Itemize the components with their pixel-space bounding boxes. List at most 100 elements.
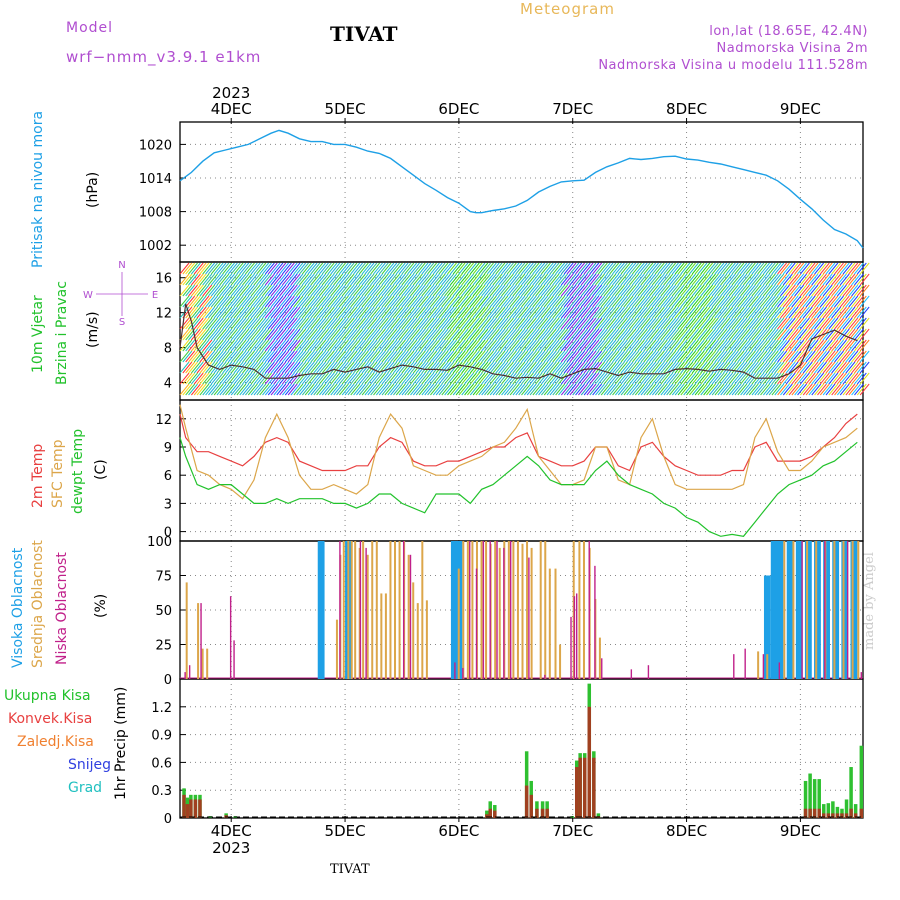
wind-barb	[754, 361, 765, 374]
wind-barb	[634, 361, 645, 374]
wind-barb	[188, 361, 198, 374]
wind-barb	[205, 306, 215, 319]
wind-barb	[666, 273, 677, 286]
wind-barb	[430, 273, 440, 286]
low-cloud-bar	[594, 565, 596, 679]
wind-barb	[273, 328, 284, 341]
wind-barb	[629, 383, 640, 396]
wind-barb	[199, 306, 210, 319]
wind-barb	[851, 328, 862, 341]
wind-barb	[620, 317, 631, 330]
wind-barb	[338, 339, 349, 352]
wind-barb	[467, 306, 477, 319]
wind-barb	[782, 328, 793, 341]
wind-barb	[205, 339, 215, 352]
wind-barb	[489, 284, 500, 297]
wind-barb	[689, 383, 699, 396]
wind-barb	[270, 361, 281, 374]
wind-barb	[760, 284, 770, 297]
wind-barb	[575, 306, 585, 319]
wind-barb	[199, 262, 210, 275]
wind-barb	[617, 361, 628, 374]
wind-barb	[498, 306, 509, 319]
wind-barb	[728, 339, 739, 352]
wind-barb	[558, 339, 568, 352]
wind-barb	[196, 350, 207, 363]
wind-barb	[600, 372, 611, 385]
wind-barb	[714, 350, 725, 363]
precip-total-bar	[524, 751, 529, 818]
wind-barb	[600, 284, 611, 297]
wind-barb	[512, 284, 523, 297]
wind-barb	[822, 383, 833, 396]
wind-barb	[447, 306, 457, 319]
wind-barb	[558, 295, 568, 308]
wind-barb	[398, 262, 409, 275]
wind-barb	[802, 317, 813, 330]
wind-barb	[432, 328, 443, 341]
wind-barb	[859, 339, 870, 352]
wind-barb	[282, 306, 292, 319]
wind-barb	[481, 339, 492, 352]
wind-barb	[828, 361, 839, 374]
wind-barb	[586, 350, 597, 363]
wind-barb	[398, 372, 409, 385]
wind-barb	[555, 339, 566, 352]
wind-barb	[731, 372, 742, 385]
wind-barb	[509, 328, 520, 341]
wind-barb	[723, 306, 733, 319]
wind-barb	[538, 284, 548, 297]
wind-barb	[603, 383, 614, 396]
wind-barb	[230, 372, 241, 385]
wind-barb	[421, 273, 432, 286]
wind-barb	[583, 262, 594, 275]
precip-convective-bar	[485, 814, 489, 818]
wind-barb	[526, 361, 537, 374]
wind-barb	[634, 383, 645, 396]
wind-barb	[768, 350, 779, 363]
wind-barb	[529, 284, 540, 297]
wind-barb	[760, 383, 770, 396]
wind-barb	[834, 295, 844, 308]
wind-barb	[401, 361, 412, 374]
wind-barb	[546, 350, 557, 363]
wind-barb	[532, 306, 543, 319]
wind-barb	[253, 383, 264, 396]
wind-barb	[723, 383, 733, 396]
wind-barb	[714, 273, 725, 286]
wind-barb	[427, 273, 437, 286]
wind-barb	[501, 372, 511, 385]
wind-barb	[563, 317, 574, 330]
wind-barb	[353, 295, 363, 308]
wind-barb	[586, 383, 597, 396]
wind-barb	[654, 262, 665, 275]
wind-barb	[225, 372, 235, 385]
wind-barb	[435, 361, 446, 374]
panel-frame	[179, 121, 864, 263]
mid-cloud-bar	[578, 541, 581, 679]
wind-barb	[421, 295, 432, 308]
wind-barb	[760, 361, 770, 374]
wind-barb	[703, 328, 714, 341]
wind-barb	[515, 361, 526, 374]
wind-barb	[378, 273, 389, 286]
wind-barb	[711, 306, 722, 319]
wind-barb	[458, 273, 469, 286]
wind-barb	[321, 295, 332, 308]
wind-barb	[239, 284, 250, 297]
wind-barb	[401, 295, 412, 308]
wind-barb	[410, 306, 420, 319]
wind-barb	[669, 295, 679, 308]
wind-barb	[743, 339, 753, 352]
wind-barb	[449, 383, 460, 396]
mid-cloud-bar	[206, 648, 209, 679]
wind-barb	[757, 361, 768, 374]
wind-barb	[583, 339, 594, 352]
wind-barb	[563, 306, 574, 319]
wind-barb	[472, 361, 483, 374]
wind-barb	[851, 350, 862, 363]
wind-barb	[202, 306, 213, 319]
wind-barb	[791, 383, 802, 396]
wind-barb	[791, 350, 802, 363]
wind-barb	[316, 372, 326, 385]
